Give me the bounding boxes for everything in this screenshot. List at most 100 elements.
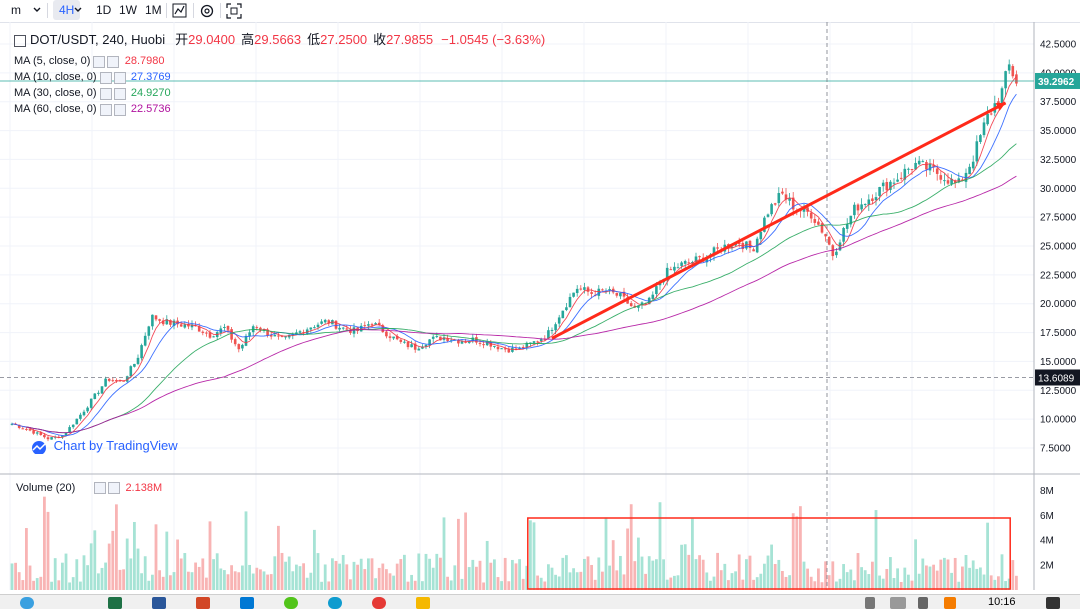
gear-icon[interactable] (199, 3, 215, 19)
volume-bar (104, 562, 107, 590)
candle-body (622, 291, 626, 297)
settings-icon[interactable] (94, 482, 107, 495)
powerpoint-icon[interactable] (196, 597, 210, 609)
settings-icon[interactable] (99, 103, 112, 116)
close-icon[interactable] (108, 482, 121, 495)
candle-body (71, 424, 75, 428)
settings-icon[interactable] (99, 71, 112, 84)
volume-bar (14, 562, 17, 590)
ma60-row[interactable]: MA (60, close, 0) 22.5736 (14, 100, 171, 116)
volume-bar (338, 563, 341, 590)
volume-bar (32, 580, 35, 590)
candle-body (928, 163, 932, 171)
candle-body (115, 379, 118, 381)
candle-body (406, 341, 410, 348)
notification-icon[interactable] (1046, 597, 1060, 609)
candle-body (467, 341, 471, 343)
close-icon[interactable] (113, 71, 126, 84)
candle-body (770, 204, 773, 215)
volume-bar (71, 577, 75, 590)
volume-bar (259, 569, 262, 590)
trend-arrow-head (995, 102, 1006, 111)
candle-body (442, 337, 446, 340)
candle-body (309, 327, 313, 330)
volume-bar (755, 577, 759, 590)
toolbar-divider (220, 3, 221, 18)
volume-bar (1000, 554, 1004, 590)
candle-body (557, 317, 561, 324)
candle-body (694, 256, 698, 262)
close-icon[interactable] (107, 55, 120, 68)
settings-icon[interactable] (93, 55, 106, 68)
outlook-icon[interactable] (240, 597, 254, 609)
candle-body (122, 380, 125, 382)
volume-bar (665, 579, 669, 590)
word-icon[interactable] (152, 597, 166, 609)
volume-bar (97, 573, 100, 590)
candle-body (705, 257, 709, 263)
candle-body (1015, 74, 1018, 84)
settings-icon[interactable] (99, 87, 112, 100)
candle-body (575, 288, 579, 294)
volume-bar (359, 558, 363, 590)
candle-body (1007, 64, 1011, 71)
volume-bar (493, 559, 496, 590)
chevron-down-icon[interactable] (32, 3, 42, 17)
chrome-icon[interactable] (372, 597, 386, 609)
chevron-down-icon[interactable] (73, 3, 83, 17)
speaker-icon[interactable] (865, 597, 875, 609)
tray-app-icon[interactable] (944, 597, 956, 609)
low-label: 低 (307, 32, 321, 47)
volume-bar (118, 569, 122, 590)
folder-icon[interactable] (416, 597, 430, 609)
volume-bar (860, 567, 863, 590)
interval-4h-button[interactable]: 4H (53, 0, 81, 20)
chart-style-icon[interactable] (172, 3, 188, 19)
volume-bar (604, 517, 608, 590)
volume-legend[interactable]: Volume (20) 2.138M (16, 482, 162, 495)
wechat-icon[interactable] (284, 597, 298, 609)
interval-minute-button[interactable]: m (11, 3, 21, 17)
volume-bar (896, 568, 899, 590)
candle-body (482, 344, 485, 346)
candle-body (565, 307, 568, 311)
price-chart[interactable]: 42.500040.000037.500035.000032.500030.00… (0, 22, 1080, 594)
volume-bar (194, 562, 197, 590)
keyboard-icon[interactable] (890, 597, 906, 609)
candle-body (212, 336, 215, 338)
ma10-row[interactable]: MA (10, close, 0) 27.3769 (14, 68, 171, 84)
volume-bar (482, 582, 485, 590)
volume-bar (115, 504, 118, 590)
volume-bar (622, 574, 626, 590)
price-tick-label: 30.0000 (1040, 184, 1077, 195)
volume-bar (46, 511, 50, 590)
start-icon[interactable] (20, 597, 34, 609)
tradingview-watermark[interactable]: Chart by TradingView (28, 438, 178, 455)
ma5-row[interactable]: MA (5, close, 0) 28.7980 (14, 52, 165, 68)
close-icon[interactable] (113, 103, 126, 116)
candle-body (1000, 88, 1004, 105)
edge-icon[interactable] (328, 597, 342, 609)
volume-bar (233, 571, 237, 590)
interval-1w-button[interactable]: 1W (119, 3, 137, 17)
volume-bar (511, 559, 514, 590)
candle-body (226, 325, 230, 330)
candle-body (403, 341, 406, 343)
collapse-icon[interactable] (14, 34, 26, 47)
volume-bar (910, 580, 914, 590)
interval-1m-button[interactable]: 1M (145, 3, 162, 17)
volume-bar (244, 511, 248, 590)
interval-1d-button[interactable]: 1D (96, 3, 112, 17)
volume-bar (874, 510, 878, 590)
candle-body (550, 329, 554, 331)
ma30-row[interactable]: MA (30, close, 0) 24.9270 (14, 84, 171, 100)
candle-body (133, 363, 136, 367)
network-icon[interactable] (918, 597, 928, 609)
candle-body (842, 227, 845, 242)
close-icon[interactable] (113, 87, 126, 100)
volume-bar (39, 576, 43, 590)
candle-body (989, 113, 993, 115)
screenshot-icon[interactable] (226, 3, 242, 19)
excel-icon[interactable] (108, 597, 122, 609)
watermark-text: Chart by TradingView (53, 438, 178, 453)
